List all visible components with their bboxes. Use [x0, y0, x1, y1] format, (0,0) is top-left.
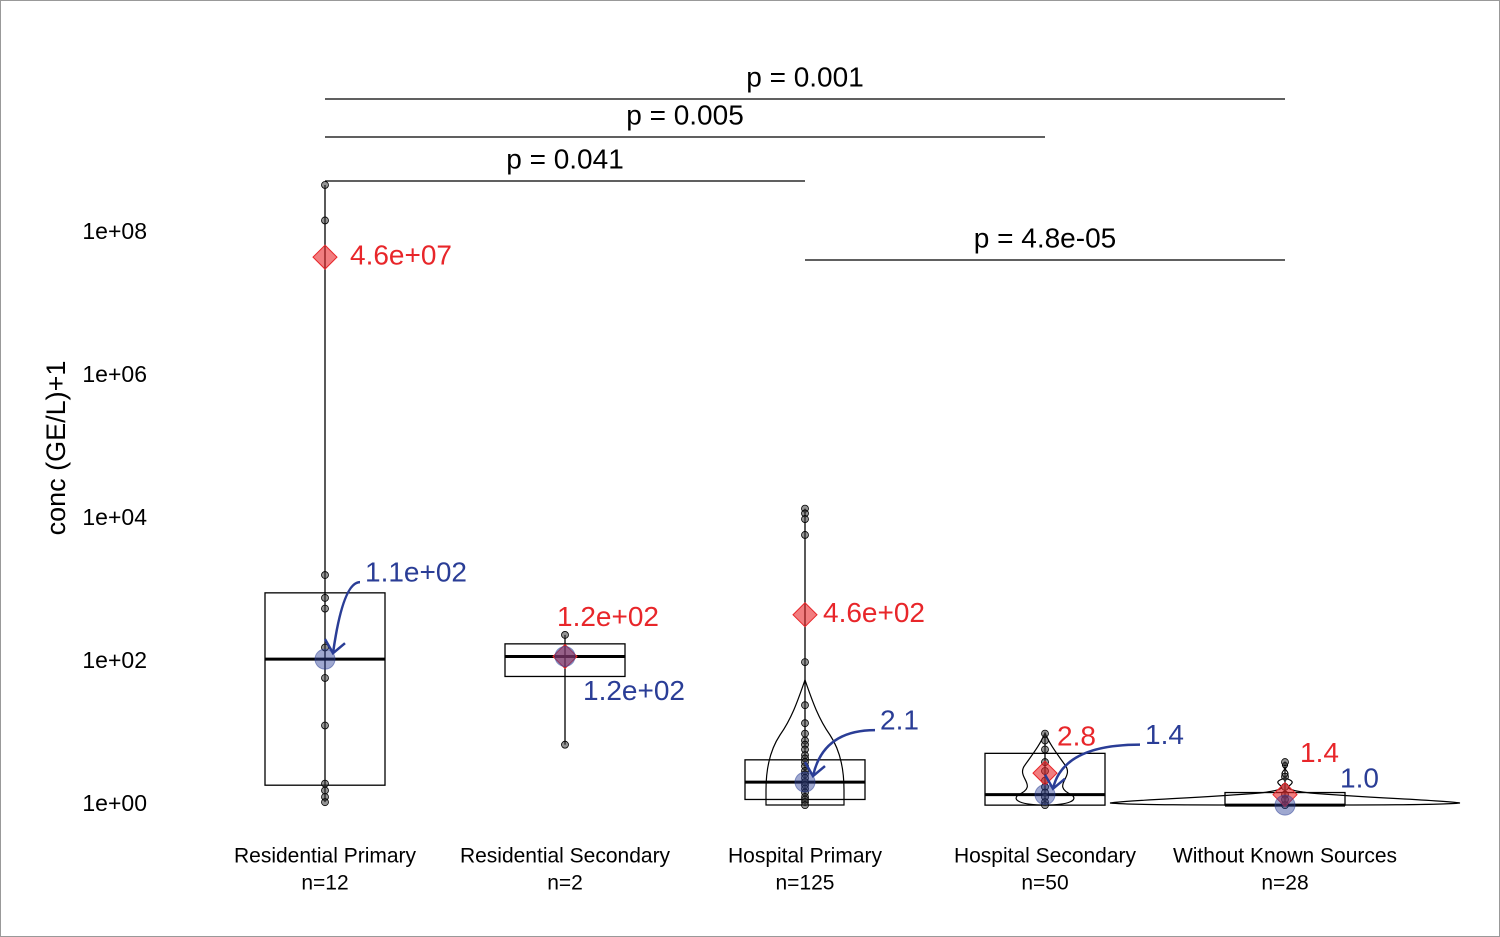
data-point [321, 181, 329, 189]
data-point [801, 658, 809, 667]
data-point [321, 571, 329, 579]
median-arrow [811, 728, 876, 777]
data-point [801, 701, 809, 710]
n-label: n=2 [547, 872, 583, 895]
mean-label: 1.4 [1300, 737, 1339, 768]
data-point [1041, 745, 1049, 754]
data-point [321, 798, 329, 807]
mean-marker [552, 643, 578, 670]
median-label: 1.0 [1340, 763, 1379, 794]
x-tick-label: Residential Primary [234, 845, 417, 868]
x-tick-label: Hospital Primary [728, 845, 883, 868]
data-point [321, 216, 329, 225]
median-marker [794, 771, 816, 793]
median-label: 1.4 [1145, 719, 1184, 750]
median-arrowhead [323, 638, 346, 656]
mean-marker [792, 602, 818, 628]
median-label: 1.2e+02 [583, 675, 685, 706]
median-label: 1.1e+02 [365, 557, 467, 588]
mean-marker [312, 244, 338, 270]
data-point [1281, 758, 1289, 766]
n-label: n=12 [301, 872, 348, 895]
y-axis-label: conc (GE/L)+1 [41, 361, 71, 536]
data-point [801, 531, 809, 539]
data-point [561, 740, 569, 749]
data-point [801, 801, 809, 810]
n-label: n=28 [1261, 872, 1308, 895]
p-value-label: p = 0.005 [626, 99, 744, 130]
n-label: n=125 [776, 872, 835, 895]
median-label: 2.1 [880, 704, 919, 735]
mean-label: 1.2e+02 [557, 601, 659, 632]
mean-label: 4.6e+07 [350, 240, 452, 271]
y-tick-label: 1e+06 [82, 361, 147, 387]
y-tick-label: 1e+08 [82, 218, 147, 244]
median-marker [1034, 784, 1056, 806]
data-point [321, 779, 329, 788]
data-point [321, 674, 329, 682]
data-point [1281, 772, 1289, 781]
median-arrowhead [803, 761, 826, 779]
data-point [321, 721, 329, 730]
p-value-label: p = 0.001 [746, 61, 864, 92]
n-label: n=50 [1021, 872, 1068, 895]
data-point [321, 786, 329, 795]
data-point [801, 719, 809, 728]
y-tick-label: 1e+00 [82, 790, 147, 816]
mean-label: 4.6e+02 [823, 597, 925, 628]
x-tick-label: Residential Secondary [460, 845, 671, 868]
p-value-label: p = 0.041 [506, 143, 624, 174]
median-arrowhead [1043, 774, 1066, 791]
data-point [801, 515, 809, 523]
data-point [321, 594, 329, 602]
x-tick-label: Without Known Sources [1173, 845, 1397, 868]
median-marker [554, 645, 576, 667]
median-marker [314, 648, 336, 670]
p-value-label: p = 4.8e-05 [974, 222, 1116, 253]
median-marker [1274, 794, 1296, 816]
median-arrow [331, 580, 361, 654]
data-point [321, 604, 329, 613]
data-point [1041, 736, 1049, 745]
y-tick-label: 1e+02 [82, 647, 147, 673]
data-point [801, 729, 809, 738]
data-point [561, 631, 569, 639]
x-tick-label: Hospital Secondary [954, 845, 1137, 868]
y-tick-label: 1e+04 [82, 504, 147, 530]
mean-label: 2.8 [1057, 721, 1096, 752]
median-arrow [1051, 743, 1141, 789]
data-point [1041, 729, 1049, 738]
